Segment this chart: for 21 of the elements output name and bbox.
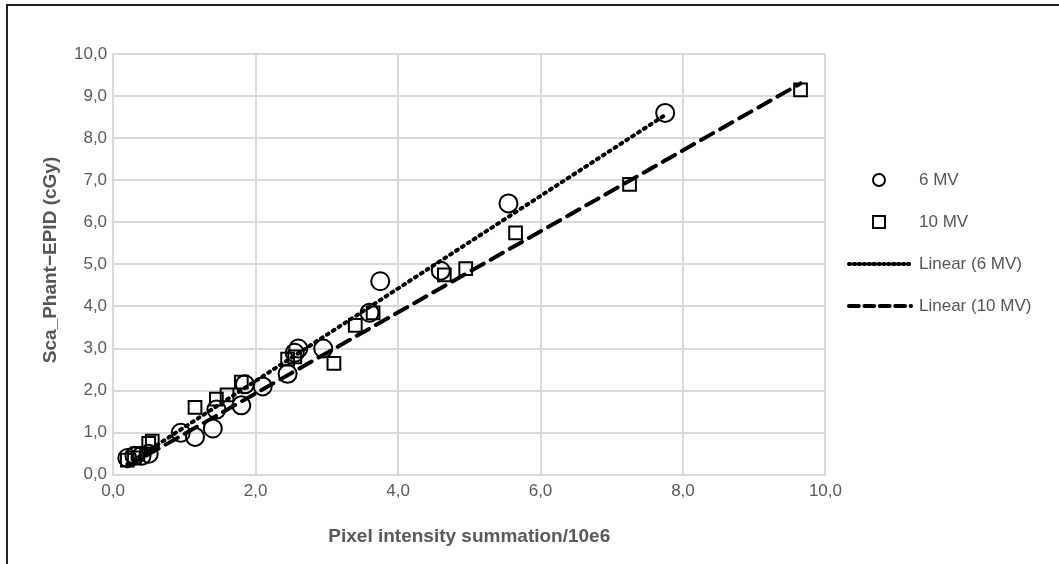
y-tick-label: 3,0 (83, 338, 108, 358)
legend-label: 10 MV (919, 212, 969, 232)
y-tick-label: 6,0 (83, 212, 108, 232)
y-tick-label: 10,0 (73, 43, 108, 63)
x-tick-label: 10,0 (808, 480, 842, 500)
y-axis-title: Sca_Phant−EPID (cGy) (39, 156, 61, 364)
y-tick-label: 7,0 (83, 169, 108, 189)
y-tick-label: 9,0 (83, 85, 108, 105)
x-tick-label: 2,0 (243, 480, 268, 500)
y-tick-label: 8,0 (83, 127, 108, 147)
legend-label: 6 MV (919, 170, 959, 190)
y-tick-label: 2,0 (83, 380, 108, 400)
x-tick-label: 8,0 (671, 480, 695, 500)
y-tick-label: 4,0 (83, 296, 108, 316)
legend-label: Linear (10 MV) (919, 296, 1032, 316)
legend-label: Linear (6 MV) (919, 254, 1022, 274)
y-tick-label: 5,0 (83, 254, 108, 274)
x-tick-label: 4,0 (386, 480, 410, 500)
x-axis-title: Pixel intensity summation/10e6 (328, 524, 611, 546)
y-tick-label: 1,0 (83, 422, 108, 442)
x-tick-label: 6,0 (528, 480, 553, 500)
